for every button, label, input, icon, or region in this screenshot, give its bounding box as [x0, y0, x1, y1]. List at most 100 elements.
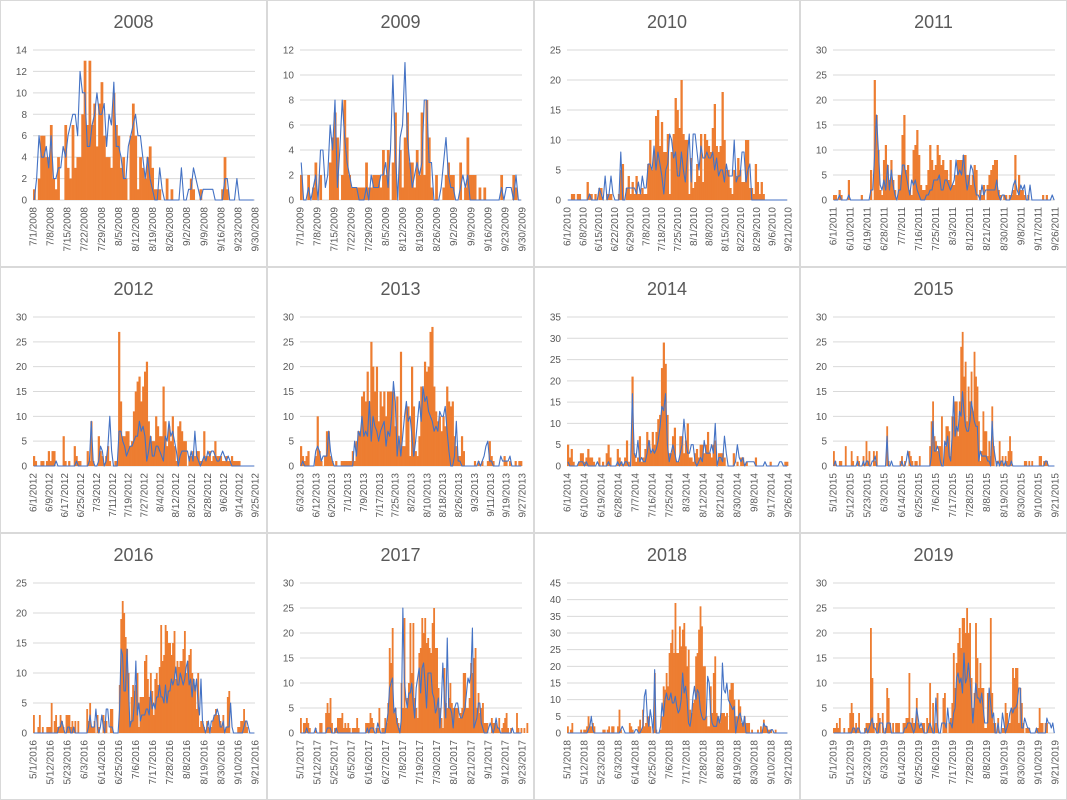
- bar: [343, 100, 347, 200]
- x-tick-label: 7/8/2009: [313, 207, 324, 246]
- bar: [77, 461, 80, 466]
- bar: [88, 60, 92, 200]
- bar: [947, 180, 950, 200]
- bar: [195, 451, 198, 466]
- bar: [1004, 703, 1007, 733]
- bar: [874, 461, 877, 466]
- bar: [333, 112, 337, 200]
- bar: [666, 134, 670, 200]
- y-tick-label: 25: [16, 337, 28, 348]
- y-tick-label: 10: [550, 136, 562, 147]
- x-tick-label: 7/7/2011: [897, 207, 908, 246]
- x-tick-label: 8/30/2018: [750, 740, 761, 785]
- bar: [132, 411, 136, 466]
- bar: [172, 643, 174, 733]
- y-tick-label: 20: [550, 76, 562, 87]
- bar: [139, 697, 142, 733]
- bar: [71, 721, 74, 733]
- bar: [719, 146, 722, 200]
- bar: [601, 461, 605, 466]
- bar: [338, 718, 341, 733]
- bar: [165, 178, 169, 200]
- bar: [318, 451, 321, 466]
- bar: [328, 713, 330, 733]
- x-tick-label: 8/29/2010: [752, 207, 763, 252]
- x-tick-label: 7/19/2012: [124, 473, 135, 518]
- bar: [762, 719, 765, 733]
- bar: [726, 713, 728, 733]
- x-tick-label: 6/3/2015: [880, 473, 891, 512]
- bar: [98, 103, 101, 200]
- bar: [593, 726, 596, 733]
- bar: [422, 633, 425, 733]
- bar: [319, 175, 323, 200]
- x-tick-label: 7/1/2008: [29, 207, 40, 246]
- bar: [68, 461, 71, 466]
- bar: [507, 728, 510, 733]
- bar: [910, 195, 913, 200]
- bar: [74, 167, 77, 200]
- bar: [351, 728, 354, 733]
- bar: [418, 175, 422, 200]
- x-tick-label: 8/8/2016: [182, 740, 193, 779]
- bar: [991, 693, 994, 733]
- bar: [416, 456, 419, 466]
- bar: [1041, 723, 1044, 733]
- bar: [302, 723, 305, 733]
- bar: [938, 446, 940, 466]
- bar: [757, 729, 759, 733]
- bar: [578, 194, 582, 200]
- bar: [916, 130, 919, 200]
- bar: [705, 716, 708, 733]
- bar: [951, 703, 954, 733]
- bar: [674, 603, 677, 733]
- bar: [717, 716, 720, 733]
- bar: [378, 708, 381, 733]
- bar: [931, 160, 934, 200]
- y-tick-label: 10: [816, 146, 828, 157]
- bar: [461, 708, 464, 733]
- bar: [371, 718, 373, 733]
- bar: [403, 446, 406, 466]
- x-tick-label: 6/1/2011: [829, 207, 840, 246]
- chart-title: 2012: [113, 279, 154, 299]
- bar: [660, 122, 664, 200]
- bar: [945, 170, 949, 200]
- x-tick-label: 6/15/2010: [594, 207, 605, 252]
- bar: [871, 678, 874, 733]
- y-tick-label: 5: [288, 704, 294, 715]
- y-tick-label: 8: [21, 110, 27, 121]
- y-tick-label: 10: [550, 695, 562, 706]
- y-tick-label: 0: [821, 729, 827, 740]
- y-tick-label: 25: [816, 71, 828, 82]
- x-tick-label: 6/10/2011: [846, 207, 857, 251]
- y-tick-label: 6: [288, 121, 294, 132]
- x-tick-label: 9/21/2018: [784, 740, 795, 785]
- y-tick-label: 20: [550, 662, 562, 673]
- bar: [963, 618, 966, 733]
- bar: [670, 453, 673, 466]
- x-tick-label: 9/19/2013: [502, 473, 513, 518]
- bar: [155, 416, 158, 466]
- bar: [408, 683, 410, 733]
- x-tick-label: 8/5/2008: [114, 207, 125, 246]
- bar: [129, 446, 132, 466]
- y-tick-label: 20: [816, 629, 828, 640]
- series-line: [300, 607, 522, 734]
- bar: [208, 451, 211, 466]
- bar: [628, 723, 631, 733]
- bar: [434, 648, 437, 733]
- bar: [192, 679, 195, 733]
- x-tick-label: 5/12/2018: [580, 740, 591, 785]
- y-tick-label: 35: [550, 612, 562, 623]
- bar: [942, 160, 945, 200]
- bar: [49, 461, 52, 466]
- bar: [636, 457, 640, 466]
- bar: [412, 623, 415, 733]
- bar: [760, 726, 762, 733]
- bar: [411, 162, 414, 200]
- chart-title: 2011: [914, 12, 953, 32]
- bar: [590, 194, 593, 200]
- bar: [683, 453, 686, 466]
- bar: [427, 137, 431, 200]
